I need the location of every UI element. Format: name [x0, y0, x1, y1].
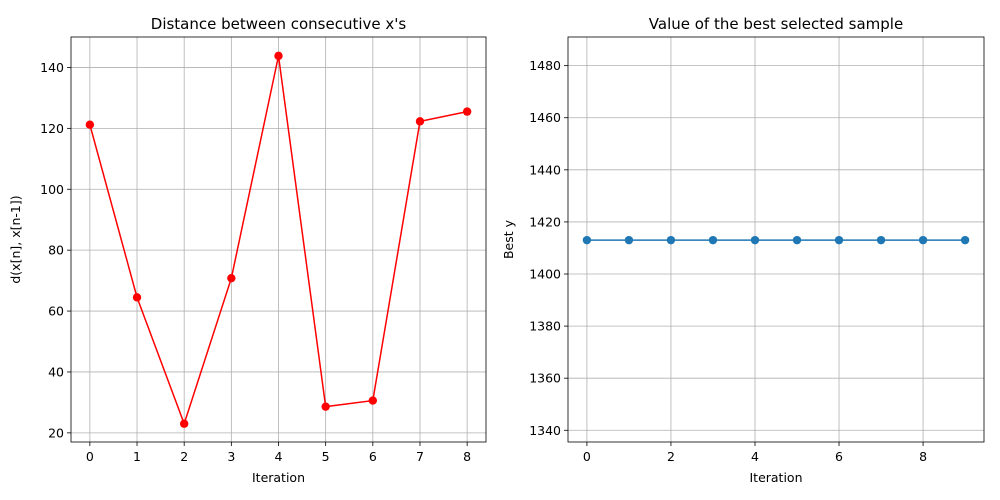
data-point: [368, 396, 378, 405]
y-tick-label: 1400: [529, 267, 561, 282]
data-point: [274, 51, 283, 61]
y-tick-label: 1420: [529, 214, 561, 229]
chart-best-value: 0 2 4 6 8 1340 1360 1380 1400 1420 1440 1460 1480 Va…: [501, 15, 985, 485]
y-tick-label: 1460: [529, 110, 561, 125]
y-tick-label: 1340: [529, 423, 561, 438]
y-tick-label: 1380: [529, 319, 561, 334]
data-point: [462, 107, 472, 116]
series-group: [582, 235, 970, 245]
ticks-group: 0 1 2 3 4 5 6 7 8 20 40 60 80 100 120 140: [40, 60, 471, 464]
chart-title: Value of the best selected sample: [649, 15, 903, 33]
x-tick-label: 8: [919, 449, 927, 464]
x-tick-label: 3: [227, 449, 235, 464]
y-tick-label: 20: [48, 425, 64, 440]
x-tick-label: 4: [751, 449, 759, 464]
x-tick-label: 0: [86, 449, 94, 464]
x-axis-label: Iteration: [252, 470, 305, 485]
x-tick-label: 2: [180, 449, 188, 464]
data-point: [582, 235, 592, 245]
data-point: [750, 235, 760, 245]
data-point: [918, 235, 928, 245]
y-tick-label: 140: [40, 60, 64, 75]
data-point: [624, 235, 634, 245]
data-point: [227, 273, 236, 283]
y-tick-label: 60: [48, 304, 64, 319]
y-tick-label: 1440: [529, 162, 561, 177]
data-point: [666, 235, 676, 245]
plot-frame: [567, 36, 985, 443]
x-tick-label: 7: [416, 449, 424, 464]
data-point: [321, 402, 330, 411]
series-group: [85, 51, 472, 428]
data-point: [132, 293, 142, 302]
y-tick-label: 120: [40, 121, 64, 136]
y-tick-label: 1480: [529, 58, 561, 73]
data-point: [960, 235, 970, 245]
data-point: [876, 235, 886, 245]
data-point: [792, 235, 802, 245]
x-tick-label: 4: [275, 449, 283, 464]
y-tick-label: 1360: [529, 371, 561, 386]
data-point: [85, 120, 95, 129]
y-tick-label: 80: [48, 243, 64, 258]
chart-distance: 0 1 2 3 4 5 6 7 8 20 40 60 80 100 120 140 Distance betw…: [8, 15, 487, 485]
x-tick-label: 6: [369, 449, 377, 464]
x-tick-label: 8: [463, 449, 471, 464]
grid-lines: [71, 37, 486, 442]
x-axis-label: Iteration: [749, 470, 802, 485]
data-point: [708, 235, 718, 245]
data-point: [415, 117, 425, 126]
y-axis-label: Best y: [501, 219, 516, 259]
x-tick-label: 1: [133, 449, 141, 464]
x-tick-label: 5: [322, 449, 330, 464]
x-tick-label: 2: [667, 449, 675, 464]
ticks-group: 0 2 4 6 8 1340 1360 1380 1400 1420 1440 1460 1480: [529, 58, 927, 464]
y-axis-label: d(x[n], x[n-1]): [8, 195, 23, 283]
data-point: [179, 419, 189, 428]
y-tick-label: 100: [40, 182, 64, 197]
x-tick-label: 6: [835, 449, 843, 464]
y-tick-label: 40: [48, 364, 64, 379]
x-tick-label: 0: [583, 449, 591, 464]
data-point: [834, 235, 844, 245]
chart-title: Distance between consecutive x's: [151, 15, 407, 33]
